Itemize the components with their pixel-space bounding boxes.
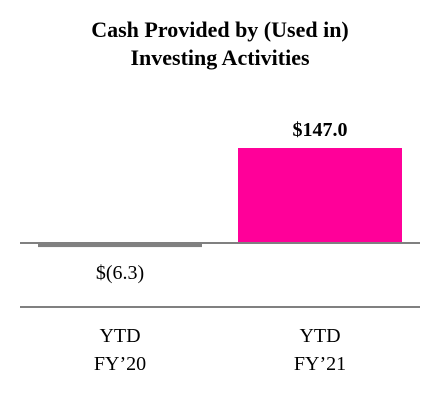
category-label-2-line-2: FY’21 — [294, 353, 346, 375]
chart-title-line-2: Investing Activities — [130, 45, 310, 70]
bar-2 — [238, 148, 402, 243]
category-label-1-line-1: YTD — [99, 325, 140, 347]
bar-1 — [38, 243, 202, 248]
category-label-1-line-2: FY’20 — [94, 353, 146, 375]
category-label-2-line-1: YTD — [299, 325, 340, 347]
chart-title-line-1: Cash Provided by (Used in) — [91, 17, 349, 42]
bar-value-label-2: $147.0 — [293, 119, 348, 141]
bar-value-label-1: $(6.3) — [96, 262, 144, 284]
chart-title: Cash Provided by (Used in) Investing Act… — [0, 16, 440, 72]
